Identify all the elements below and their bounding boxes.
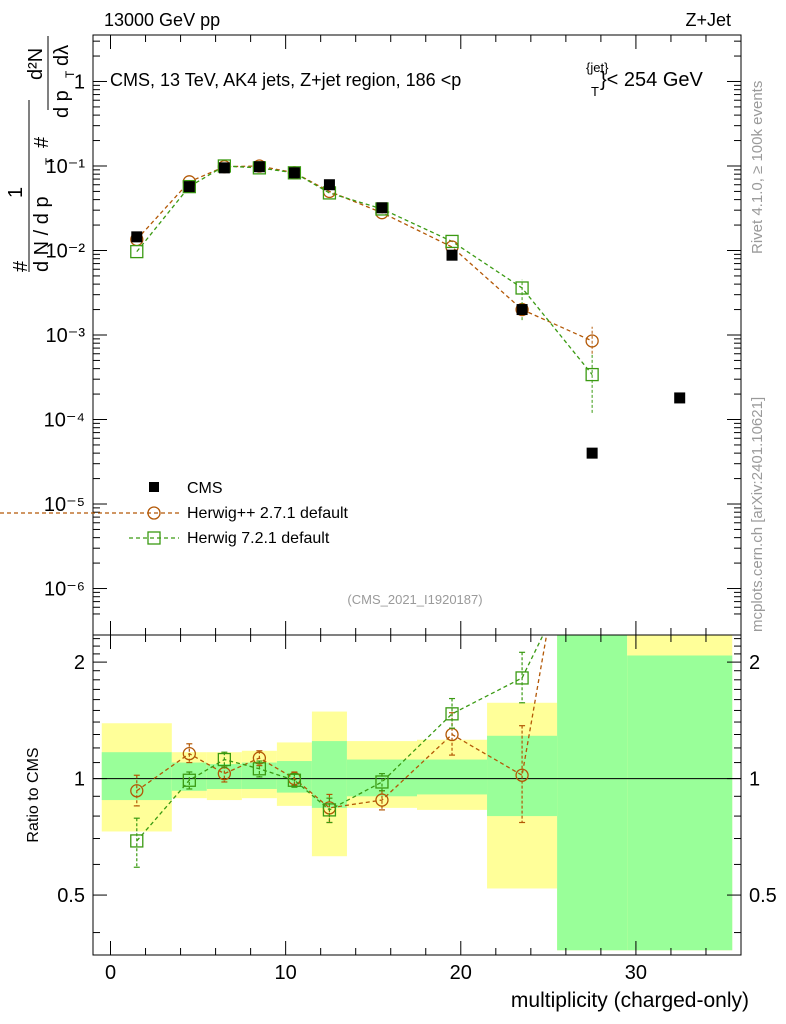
ratio-band-green bbox=[627, 655, 733, 951]
ylabel-inner-num: d²N bbox=[25, 48, 47, 80]
ratio-ytick-label: 1 bbox=[74, 769, 85, 791]
ratio-ytick-label: 2 bbox=[74, 652, 85, 674]
ylabel-inner-den: d p bbox=[51, 90, 73, 118]
ratio-point-h7 bbox=[515, 671, 529, 685]
ratio-xtick-label: 30 bbox=[625, 962, 647, 984]
main-ytick-label: 10⁻² bbox=[46, 240, 86, 262]
ratio-point-h7 bbox=[287, 773, 302, 787]
ylabel-hash2: # bbox=[31, 136, 53, 148]
main-point-cms bbox=[586, 447, 598, 459]
plot-title-sub: T bbox=[591, 84, 599, 99]
main-ytick-label: 10⁻⁵ bbox=[44, 494, 85, 516]
legend-cms-label: CMS bbox=[187, 480, 223, 497]
main-point-cms bbox=[446, 249, 458, 261]
side-label-rivet: Rivet 4.1.0, ≥ 100k events bbox=[749, 81, 766, 254]
ratio-bands bbox=[101, 635, 733, 951]
legend-cms-marker bbox=[149, 482, 159, 492]
ratio-point-hpp bbox=[515, 768, 529, 782]
plot-title-sup: {jet} bbox=[586, 60, 609, 75]
x-axis-label: multiplicity (charged-only) bbox=[511, 989, 749, 1012]
plot-title-text: CMS, 13 TeV, AK4 jets, Z+jet region, 186… bbox=[110, 70, 461, 90]
main-ytick-label: 10⁻³ bbox=[46, 325, 86, 347]
ratio-ytick-label-right: 0.5 bbox=[749, 885, 777, 907]
main-line-1 bbox=[136, 165, 593, 342]
main-point-cms bbox=[376, 202, 388, 214]
ratio-point-h7 bbox=[375, 775, 389, 789]
legend: CMS Herwig++ 2.7.1 default Herwig 7.2.1 … bbox=[0, 480, 349, 547]
main-series bbox=[130, 159, 686, 459]
ratio-xtick-label: 0 bbox=[105, 962, 116, 984]
ratio-band-green bbox=[417, 759, 488, 795]
main-ticks: 10⁻⁶ 10⁻⁵ 10⁻⁴ 10⁻³ 10⁻² 10⁻¹ 1 bbox=[44, 35, 741, 635]
ratio-line-0 bbox=[136, 634, 548, 809]
legend-hpp-label: Herwig++ 2.7.1 default bbox=[187, 505, 349, 522]
ratio-point-hpp bbox=[130, 784, 144, 798]
plot-title-end: }< 254 GeV bbox=[600, 69, 704, 91]
ratio-xtick-label: 20 bbox=[450, 962, 472, 984]
ratio-frame bbox=[92, 634, 742, 956]
ratio-series bbox=[130, 634, 548, 868]
analysis-id: (CMS_2021_I1920187) bbox=[347, 592, 482, 607]
ratio-ytick-label-right: 2 bbox=[749, 652, 760, 674]
main-ytick-label: 10⁻⁶ bbox=[44, 579, 85, 601]
ratio-ytick-label-right: 1 bbox=[749, 769, 760, 791]
ratio-band-green bbox=[276, 761, 312, 793]
main-point-cms bbox=[218, 162, 230, 174]
main-point-h7 bbox=[287, 166, 302, 180]
legend-h7-label: Herwig 7.2.1 default bbox=[187, 530, 330, 547]
ratio-point-h7 bbox=[182, 773, 196, 787]
header-right: Z+Jet bbox=[685, 10, 731, 30]
main-point-h7 bbox=[130, 244, 144, 259]
main-point-cms bbox=[183, 181, 195, 193]
ratio-point-hpp bbox=[375, 793, 389, 807]
ratio-point-h7 bbox=[252, 762, 267, 776]
ratio-ytick-label: 0.5 bbox=[57, 885, 85, 907]
main-ytick-label: 10⁻⁴ bbox=[44, 410, 85, 432]
ylabel-sub-t1: T bbox=[43, 157, 57, 165]
ylabel-sub-t2: T bbox=[63, 70, 77, 78]
ratio-ticks: 0.5 0.51 12 20 10 20 30 bbox=[57, 635, 777, 984]
ratio-ylabel: Ratio to CMS bbox=[25, 747, 42, 842]
main-line-2 bbox=[136, 165, 593, 376]
side-label-mcplots: mcplots.cern.ch [arXiv:2401.10621] bbox=[749, 397, 766, 632]
main-panel: 10⁻⁶ 10⁻⁵ 10⁻⁴ 10⁻³ 10⁻² 10⁻¹ 1 bbox=[44, 34, 742, 636]
ratio-band-green bbox=[557, 635, 628, 951]
ylabel-hash: # bbox=[10, 260, 32, 272]
main-point-cms bbox=[323, 179, 335, 191]
ylabel-numerator: 1 bbox=[5, 187, 27, 198]
header-left: 13000 GeV pp bbox=[104, 10, 220, 30]
ratio-panel: 0.5 0.51 12 20 10 20 30 bbox=[57, 634, 777, 984]
plot-title: CMS, 13 TeV, AK4 jets, Z+jet region, 186… bbox=[110, 60, 704, 99]
main-point-cms bbox=[253, 161, 265, 173]
main-ytick-label: 10⁻¹ bbox=[46, 156, 86, 178]
main-point-cms bbox=[131, 231, 143, 243]
legend-hpp-marker bbox=[147, 506, 161, 520]
main-point-h7 bbox=[445, 234, 459, 249]
ratio-point-h7 bbox=[217, 752, 232, 767]
legend-h7-marker bbox=[147, 531, 161, 545]
ylabel-denominator: d N / d p bbox=[31, 196, 53, 272]
ratio-point-hpp bbox=[182, 746, 196, 761]
main-ytick-label: 1 bbox=[74, 71, 85, 93]
svg-text:CMS, 13 TeV, AK4 jets, Z+jet r: CMS, 13 TeV, AK4 jets, Z+jet region, 186… bbox=[110, 70, 461, 90]
main-point-cms bbox=[674, 392, 686, 404]
ratio-point-h7 bbox=[445, 707, 459, 721]
ratio-line-1 bbox=[136, 634, 544, 842]
main-point-cms bbox=[288, 167, 300, 179]
ratio-xtick-label: 10 bbox=[275, 962, 297, 984]
main-point-cms bbox=[516, 304, 528, 316]
main-point-h7 bbox=[182, 179, 196, 194]
ratio-point-h7 bbox=[130, 834, 144, 848]
ylabel-lambda: dλ bbox=[51, 45, 73, 66]
ylabel-top: # 1 d N / d p T # d²N d p T dλ bbox=[5, 36, 77, 272]
ratio-point-h7 bbox=[322, 803, 337, 817]
